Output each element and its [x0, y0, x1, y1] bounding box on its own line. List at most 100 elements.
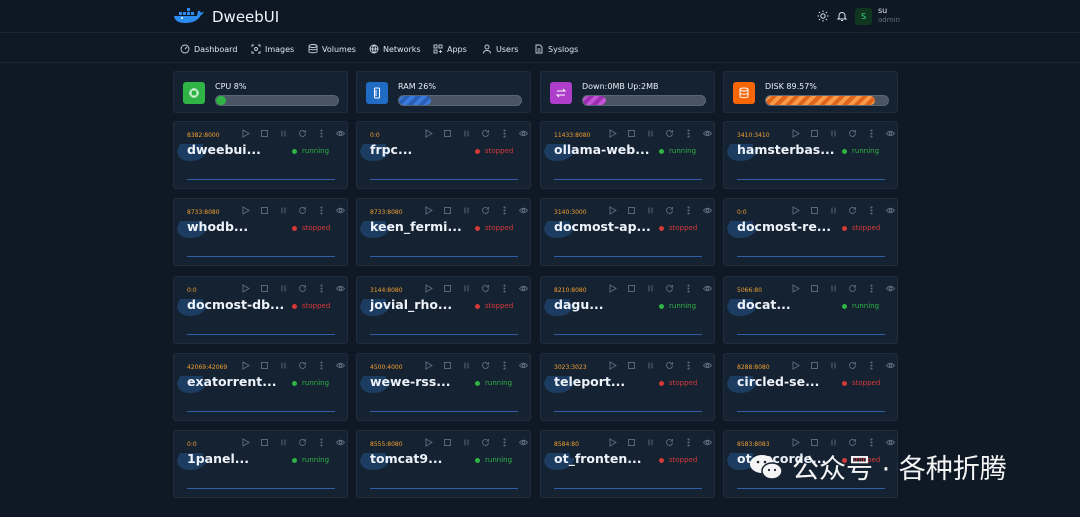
stop-icon[interactable] — [627, 361, 636, 370]
pause-icon[interactable] — [462, 284, 471, 293]
more-options-icon[interactable] — [500, 284, 509, 293]
more-options-icon[interactable] — [500, 129, 509, 138]
pause-icon[interactable] — [646, 361, 655, 370]
nav-syslogs[interactable]: Syslogs — [534, 42, 578, 56]
view-details-icon[interactable] — [336, 284, 345, 293]
restart-icon[interactable] — [481, 438, 490, 447]
start-icon[interactable] — [608, 206, 617, 215]
stop-icon[interactable] — [810, 284, 819, 293]
start-icon[interactable] — [608, 129, 617, 138]
restart-icon[interactable] — [665, 438, 674, 447]
pause-icon[interactable] — [829, 129, 838, 138]
restart-icon[interactable] — [665, 129, 674, 138]
container-name[interactable]: keen_fermi... — [370, 219, 462, 234]
container-card[interactable]: 4500:4000 wewe-rss... running — [356, 353, 531, 421]
pause-icon[interactable] — [279, 438, 288, 447]
container-card[interactable]: 8733:8080 keen_fermi... stopped — [356, 198, 531, 266]
stop-icon[interactable] — [627, 206, 636, 215]
restart-icon[interactable] — [848, 284, 857, 293]
container-card[interactable]: 42069:42069 exatorrent... running — [173, 353, 348, 421]
container-name[interactable]: dagu... — [554, 297, 604, 312]
container-name[interactable]: docmost-db... — [187, 297, 285, 312]
theme-toggle-sun-icon[interactable] — [817, 10, 829, 22]
container-name[interactable]: ollama-web... — [554, 142, 650, 157]
stop-icon[interactable] — [443, 284, 452, 293]
restart-icon[interactable] — [665, 206, 674, 215]
restart-icon[interactable] — [848, 206, 857, 215]
start-icon[interactable] — [791, 206, 800, 215]
container-name[interactable]: wewe-rss... — [370, 374, 451, 389]
pause-icon[interactable] — [279, 284, 288, 293]
pause-icon[interactable] — [829, 361, 838, 370]
restart-icon[interactable] — [665, 361, 674, 370]
more-options-icon[interactable] — [317, 438, 326, 447]
view-details-icon[interactable] — [703, 361, 712, 370]
start-icon[interactable] — [424, 129, 433, 138]
container-card[interactable]: 8584:80 ot_fronten... stopped — [540, 430, 715, 498]
view-details-icon[interactable] — [703, 284, 712, 293]
start-icon[interactable] — [608, 284, 617, 293]
start-icon[interactable] — [608, 361, 617, 370]
view-details-icon[interactable] — [519, 438, 528, 447]
pause-icon[interactable] — [279, 361, 288, 370]
pause-icon[interactable] — [646, 284, 655, 293]
container-card[interactable]: 3144:8080 jovial_rho... stopped — [356, 276, 531, 344]
container-name[interactable]: docmost-ap... — [554, 219, 651, 234]
start-icon[interactable] — [791, 361, 800, 370]
nav-images[interactable]: Images — [251, 42, 294, 56]
container-card[interactable]: 8382:8000 dweebui... running — [173, 121, 348, 189]
start-icon[interactable] — [791, 438, 800, 447]
container-card[interactable]: 0:0 docmost-db... stopped — [173, 276, 348, 344]
more-options-icon[interactable] — [500, 361, 509, 370]
view-details-icon[interactable] — [519, 206, 528, 215]
container-name[interactable]: tomcat9... — [370, 451, 443, 466]
user-avatar[interactable]: S — [855, 8, 872, 25]
more-options-icon[interactable] — [684, 438, 693, 447]
view-details-icon[interactable] — [886, 129, 895, 138]
notification-bell-icon[interactable] — [836, 10, 848, 22]
container-name[interactable]: jovial_rho... — [370, 297, 453, 312]
start-icon[interactable] — [608, 438, 617, 447]
nav-networks[interactable]: Networks — [369, 42, 421, 56]
stop-icon[interactable] — [627, 438, 636, 447]
start-icon[interactable] — [424, 361, 433, 370]
pause-icon[interactable] — [646, 206, 655, 215]
more-options-icon[interactable] — [684, 361, 693, 370]
container-name[interactable]: circled-se... — [737, 374, 820, 389]
container-name[interactable]: hamsterbas... — [737, 142, 835, 157]
start-icon[interactable] — [424, 284, 433, 293]
container-card[interactable]: 3410:3410 hamsterbas... running — [723, 121, 898, 189]
more-options-icon[interactable] — [317, 361, 326, 370]
start-icon[interactable] — [791, 129, 800, 138]
start-icon[interactable] — [241, 129, 250, 138]
stop-icon[interactable] — [810, 206, 819, 215]
pause-icon[interactable] — [646, 129, 655, 138]
restart-icon[interactable] — [481, 206, 490, 215]
restart-icon[interactable] — [298, 206, 307, 215]
view-details-icon[interactable] — [886, 206, 895, 215]
pause-icon[interactable] — [829, 284, 838, 293]
more-options-icon[interactable] — [867, 206, 876, 215]
start-icon[interactable] — [424, 206, 433, 215]
view-details-icon[interactable] — [703, 129, 712, 138]
more-options-icon[interactable] — [684, 129, 693, 138]
nav-dashboard[interactable]: Dashboard — [180, 42, 237, 56]
pause-icon[interactable] — [462, 129, 471, 138]
container-card[interactable]: 3023:3023 teleport... stopped — [540, 353, 715, 421]
more-options-icon[interactable] — [867, 361, 876, 370]
restart-icon[interactable] — [481, 284, 490, 293]
stop-icon[interactable] — [810, 361, 819, 370]
container-name[interactable]: docat... — [737, 297, 791, 312]
view-details-icon[interactable] — [336, 206, 345, 215]
start-icon[interactable] — [241, 284, 250, 293]
start-icon[interactable] — [791, 284, 800, 293]
view-details-icon[interactable] — [519, 129, 528, 138]
view-details-icon[interactable] — [519, 361, 528, 370]
container-card[interactable]: 5066:80 docat... running — [723, 276, 898, 344]
pause-icon[interactable] — [462, 361, 471, 370]
stop-icon[interactable] — [810, 438, 819, 447]
start-icon[interactable] — [424, 438, 433, 447]
nav-volumes[interactable]: Volumes — [308, 42, 356, 56]
nav-apps[interactable]: Apps — [433, 42, 467, 56]
view-details-icon[interactable] — [886, 438, 895, 447]
